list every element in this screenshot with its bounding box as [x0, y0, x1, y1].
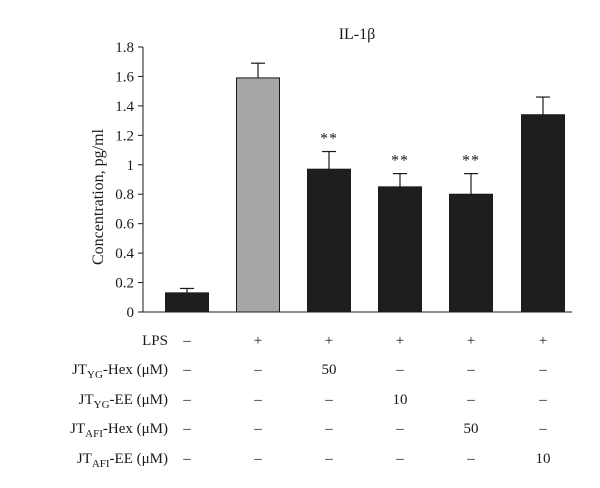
- condition-cell: +: [396, 333, 404, 349]
- bar: [521, 114, 565, 313]
- condition-cell: 50: [322, 362, 337, 378]
- condition-label: JTAFI-EE (μM): [77, 451, 168, 470]
- y-tick-label: 0.6: [115, 217, 134, 233]
- condition-cell: –: [466, 451, 475, 467]
- y-ticks: 0 0.2 0.4 0.6 0.8 1 1.2 1.4 1.6 1.8: [115, 40, 143, 321]
- condition-cell: +: [539, 333, 547, 349]
- y-tick-label: 1.8: [115, 40, 134, 56]
- condition-cell: 50: [464, 421, 479, 437]
- condition-cell: –: [538, 392, 547, 408]
- condition-cell: –: [395, 362, 404, 378]
- y-tick-label: 1.6: [115, 69, 134, 85]
- condition-cell: –: [182, 451, 191, 467]
- bar: [307, 168, 351, 313]
- condition-label: LPS: [142, 333, 168, 349]
- y-tick-label: 0: [127, 305, 135, 321]
- condition-cell: –: [538, 421, 547, 437]
- bars: [165, 77, 565, 313]
- condition-cell: –: [324, 451, 333, 467]
- bar: [165, 292, 209, 313]
- condition-cell: +: [467, 333, 475, 349]
- condition-label: JTAFI-Hex (μM): [70, 421, 168, 440]
- condition-cell: –: [395, 451, 404, 467]
- y-tick-label: 0.8: [115, 187, 134, 203]
- significance-mark: **: [462, 153, 480, 170]
- y-axis-label: Concentration, pg/ml: [90, 128, 107, 265]
- condition-label: JTYG-Hex (μM): [72, 362, 168, 381]
- condition-cell: –: [466, 392, 475, 408]
- condition-cell: –: [538, 362, 547, 378]
- condition-cell: –: [253, 451, 262, 467]
- chart-title: IL-1β: [339, 26, 376, 43]
- y-tick-label: 0.4: [115, 246, 134, 262]
- condition-cell: –: [182, 333, 191, 349]
- significance-mark: **: [391, 153, 409, 170]
- condition-cell: –: [324, 421, 333, 437]
- condition-cell: –: [253, 362, 262, 378]
- condition-cell: 10: [393, 392, 408, 408]
- significance-mark: **: [320, 131, 338, 148]
- y-tick-label: 1: [127, 158, 135, 174]
- condition-cell: +: [325, 333, 333, 349]
- condition-cell: –: [182, 392, 191, 408]
- condition-cell: –: [466, 362, 475, 378]
- condition-cell: –: [253, 421, 262, 437]
- y-tick-label: 1.2: [115, 128, 134, 144]
- condition-table: LPS – + + + + +JTYG-Hex (μM) – –50– – –JTYG-EE (μM…: [70, 333, 550, 470]
- condition-cell: +: [254, 333, 262, 349]
- condition-cell: 10: [536, 451, 551, 467]
- condition-cell: –: [182, 421, 191, 437]
- condition-cell: –: [253, 392, 262, 408]
- error-bars: [180, 62, 550, 293]
- condition-cell: –: [182, 362, 191, 378]
- condition-cell: –: [324, 392, 333, 408]
- bar: [449, 193, 493, 313]
- significance-marks: ** ** **: [320, 131, 480, 170]
- condition-label: JTYG-EE (μM): [79, 392, 168, 411]
- bar: [236, 77, 280, 313]
- bar: [378, 186, 422, 313]
- y-tick-label: 1.4: [115, 99, 134, 115]
- condition-cell: –: [395, 421, 404, 437]
- y-tick-label: 0.2: [115, 276, 134, 292]
